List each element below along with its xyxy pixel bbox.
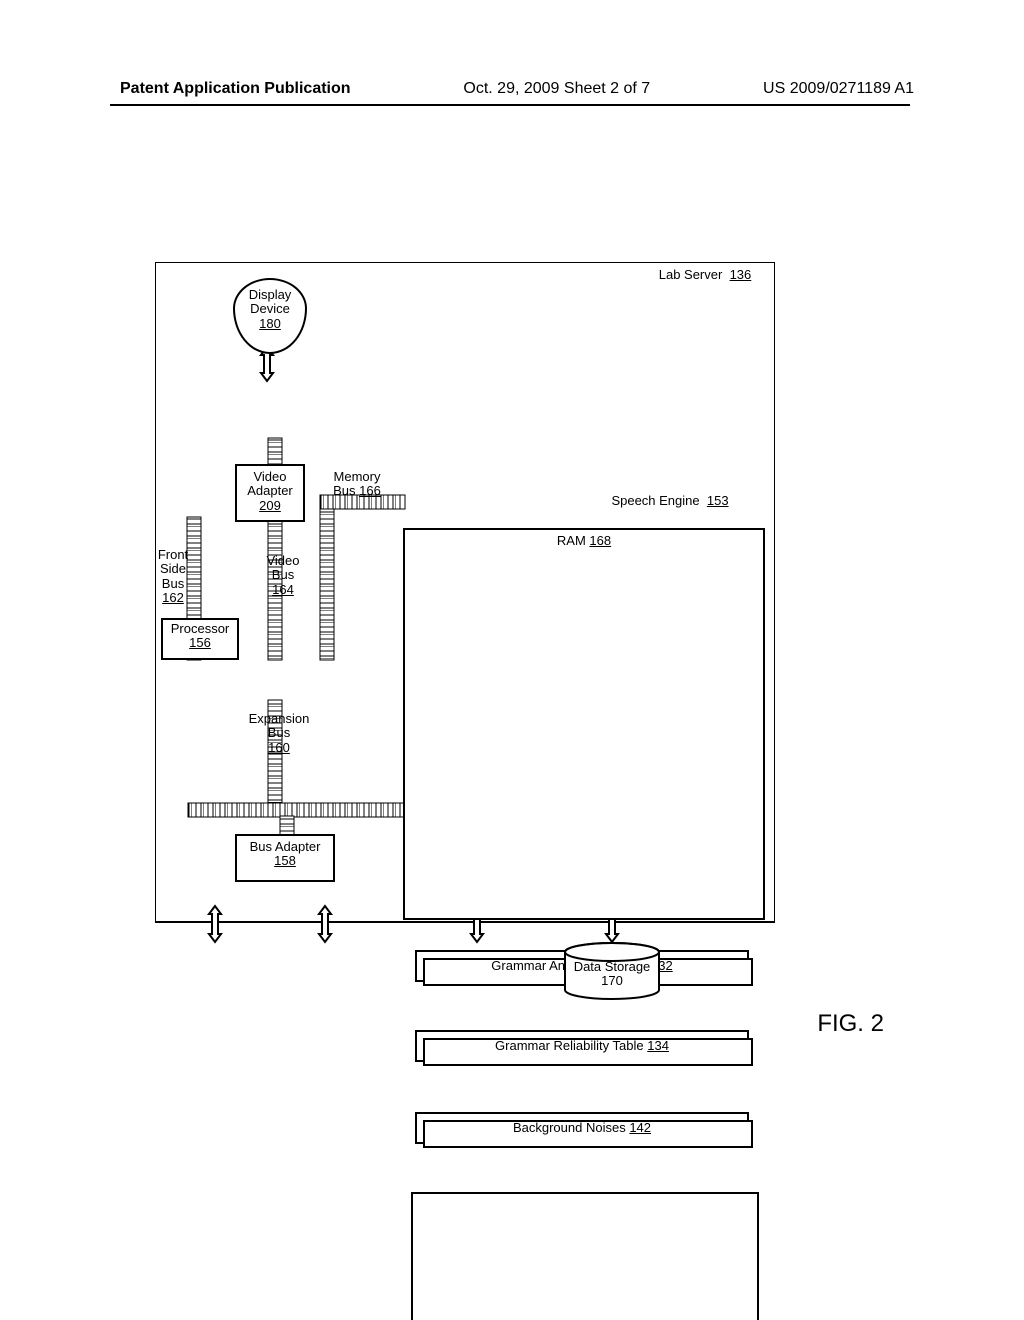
video-adapter: Video Adapter 209: [235, 464, 305, 522]
expansion-bus-lbl: ExpansionBus 160: [241, 712, 317, 755]
hdr-mid: Oct. 29, 2009 Sheet 2 of 7: [463, 80, 650, 98]
memory-bus-lbl: Memory Bus 166: [327, 470, 387, 499]
grammar-reliability-table: Grammar Reliability Table 134: [415, 1030, 749, 1062]
diagram-canvas: Lab Server 136 Display Device 180 Video …: [155, 262, 775, 1032]
hdr-rule: [110, 104, 910, 106]
hdr-left: Patent Application Publication: [120, 80, 351, 98]
processor: Processor 156: [161, 618, 239, 660]
speech-engine-lbl: Speech Engine 153: [595, 494, 745, 508]
hdr-right: US 2009/0271189 A1: [763, 80, 914, 98]
speech-group: [411, 1192, 759, 1320]
data-storage: Data Storage 170: [563, 942, 661, 1000]
ram-block: RAM 168: [403, 528, 765, 920]
lab-server-label: Lab Server 136: [645, 268, 765, 282]
figure-label: FIG. 2: [817, 1010, 884, 1038]
bus-adapter: Bus Adapter 158: [235, 834, 335, 882]
background-noises: Background Noises 142: [415, 1112, 749, 1144]
front-side-bus-lbl: FrontSideBus 162: [155, 548, 191, 605]
video-bus-lbl: VideoBus 164: [263, 554, 303, 597]
